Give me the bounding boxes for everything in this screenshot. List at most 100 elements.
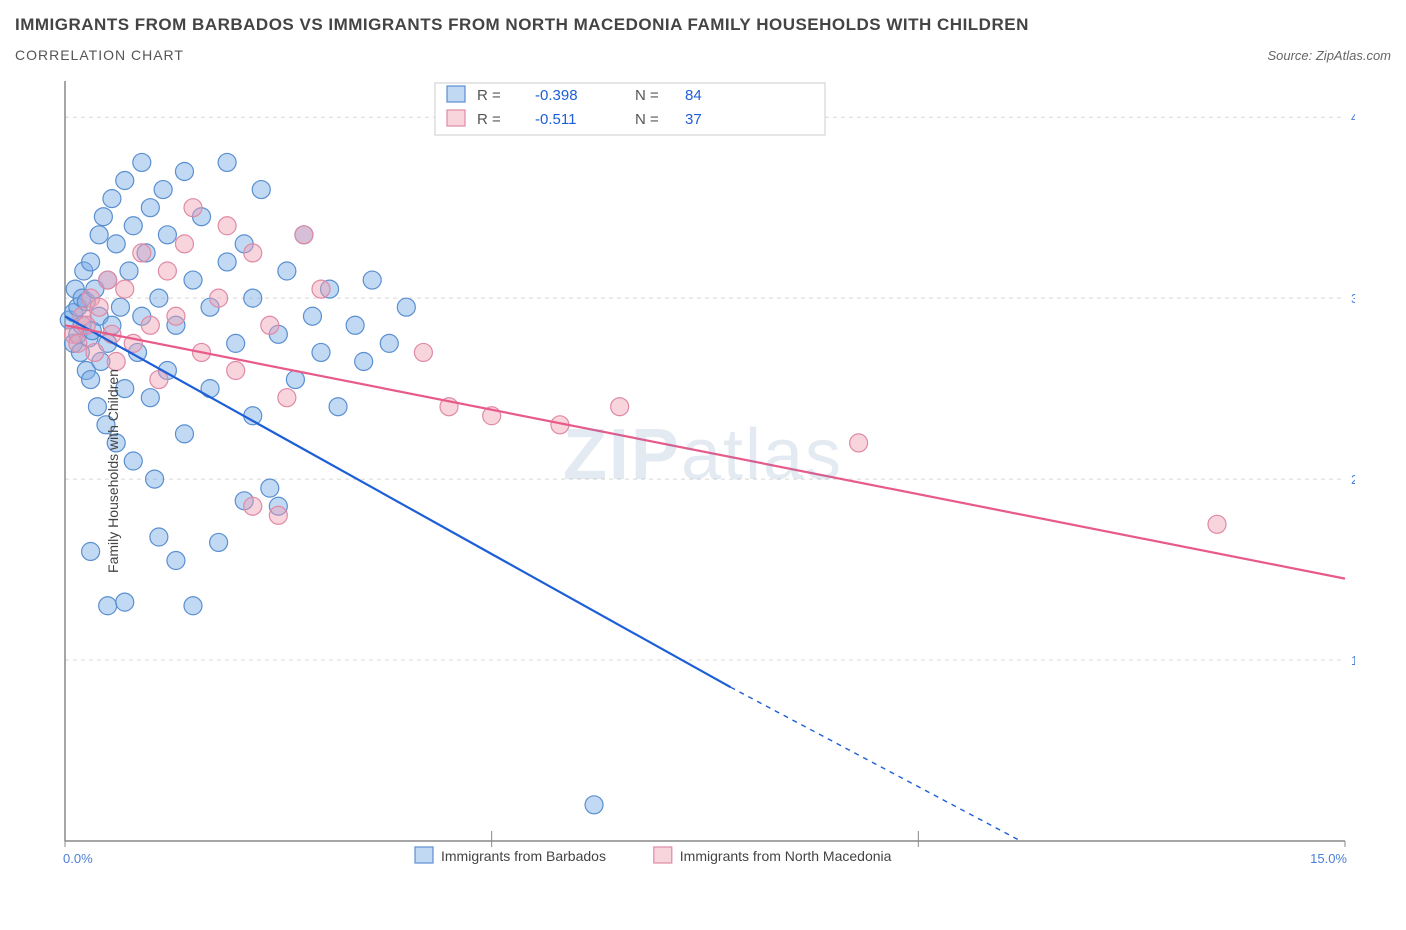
data-point [82,542,100,560]
y-axis-label: Family Households with Children [105,369,121,573]
legend-r-value: -0.398 [535,87,578,104]
data-point [90,298,108,316]
data-point [397,298,415,316]
source-label: Source: ZipAtlas.com [1267,48,1391,63]
data-point [133,244,151,262]
data-point [244,497,262,515]
data-point [116,280,134,298]
data-point [380,334,398,352]
data-point [184,271,202,289]
data-point [1208,515,1226,533]
x-tick-label: 0.0% [63,851,93,866]
data-point [116,172,134,190]
data-point [210,289,228,307]
data-point [146,470,164,488]
data-point [269,506,287,524]
data-point [585,796,603,814]
data-point [244,289,262,307]
data-point [346,316,364,334]
trend-line-dash [731,687,1021,841]
data-point [218,253,236,271]
legend-n-value: 37 [685,111,702,128]
data-point [329,398,347,416]
bottom-legend-swatch [415,847,433,863]
data-point [88,398,106,416]
legend-n-label: N = [635,87,659,104]
data-point [154,181,172,199]
legend-r-label: R = [477,111,501,128]
trend-line [65,316,731,687]
data-point [69,334,87,352]
data-point [312,280,330,298]
correlation-chart: 10.0% 20.0% 30.0% 40.0% 0.0% 15.0% R = -0.398 N … [15,71,1355,871]
x-tick-label: 15.0% [1310,851,1347,866]
data-point [312,343,330,361]
data-point [167,552,185,570]
data-point [141,316,159,334]
bottom-legend-label: Immigrants from Barbados [441,848,606,864]
data-point [107,235,125,253]
data-point [244,244,262,262]
trend-line [65,325,1345,578]
data-point [94,208,112,226]
data-point [141,199,159,217]
data-point [201,380,219,398]
data-point [414,343,432,361]
bottom-legend-label: Immigrants from North Macedonia [680,848,892,864]
data-point [261,479,279,497]
data-point [124,217,142,235]
data-point [150,289,168,307]
data-point [103,190,121,208]
data-point [141,389,159,407]
data-point [120,262,138,280]
legend-swatch [447,110,465,126]
bottom-legend-swatch [654,847,672,863]
data-point [355,352,373,370]
data-point [150,528,168,546]
data-point [611,398,629,416]
data-point [210,533,228,551]
data-point [175,162,193,180]
y-tick-label: 20.0% [1351,472,1355,487]
y-tick-label: 10.0% [1351,653,1355,668]
data-point [82,371,100,389]
data-point [227,362,245,380]
data-point [158,226,176,244]
data-point [218,153,236,171]
data-point [175,235,193,253]
data-point [90,226,108,244]
y-tick-label: 40.0% [1351,110,1355,125]
data-point [107,352,125,370]
data-point [227,334,245,352]
y-tick-label: 30.0% [1351,291,1355,306]
legend-n-label: N = [635,111,659,128]
data-point [82,253,100,271]
data-point [111,298,129,316]
chart-container: Family Households with Children 10.0% 20.… [15,71,1391,871]
data-point [261,316,279,334]
data-point [116,593,134,611]
data-point [133,153,151,171]
chart-subtitle: CORRELATION CHART [15,47,184,63]
data-point [286,371,304,389]
data-point [184,199,202,217]
legend-swatch [447,86,465,102]
data-point [303,307,321,325]
data-point [278,389,296,407]
legend-r-label: R = [477,87,501,104]
data-point [167,307,185,325]
chart-title: IMMIGRANTS FROM BARBADOS VS IMMIGRANTS F… [15,15,1391,35]
legend-n-value: 84 [685,87,702,104]
data-point [218,217,236,235]
data-point [99,271,117,289]
data-point [252,181,270,199]
data-point [184,597,202,615]
data-point [158,262,176,280]
data-point [124,452,142,470]
data-point [99,597,117,615]
data-point [278,262,296,280]
data-point [175,425,193,443]
data-point [850,434,868,452]
data-point [86,343,104,361]
data-point [295,226,313,244]
